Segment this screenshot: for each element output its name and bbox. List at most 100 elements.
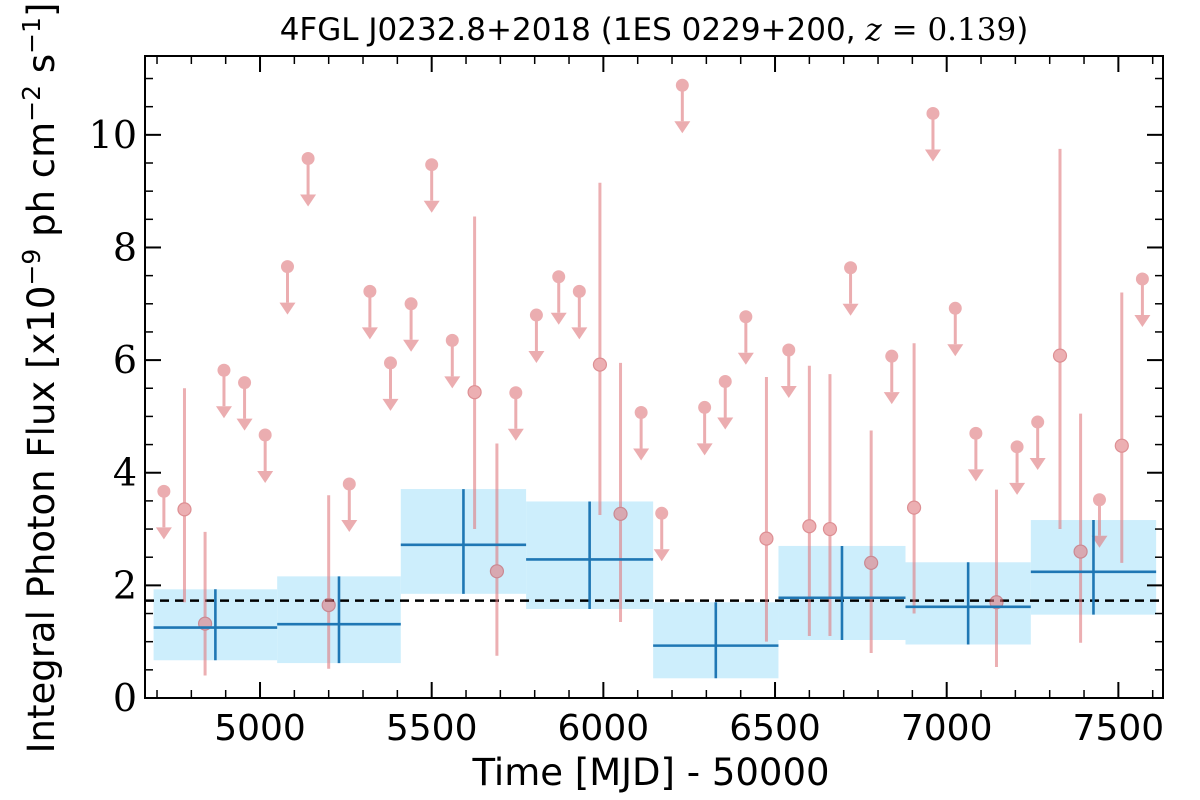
title-z-eq: = — [882, 12, 928, 48]
upper-limit-arrowhead — [528, 351, 545, 364]
upper-limit-25 — [924, 106, 941, 162]
upper-limit-24 — [883, 349, 900, 405]
upper-limit-9 — [403, 297, 420, 352]
detection-marker — [802, 519, 817, 534]
detection-marker — [864, 555, 879, 570]
y-tick-label-3: 6 — [113, 338, 137, 382]
upper-limit-18 — [674, 78, 691, 134]
detection-marker — [822, 521, 838, 537]
x-tick-label-5: 7500 — [1073, 708, 1165, 749]
upper-limit-marker — [698, 400, 712, 414]
ylabel-mid2: s — [20, 54, 63, 85]
detection-marker — [467, 385, 482, 400]
upper-limit-arrowhead — [696, 443, 713, 456]
upper-limit-marker — [363, 284, 377, 298]
upper-limit-15 — [571, 284, 588, 340]
detection-marker — [592, 357, 608, 372]
bin-cross-7 — [1030, 520, 1157, 615]
bin-cross-0 — [153, 589, 278, 661]
upper-limit-arrowhead — [403, 339, 420, 352]
y-tick-label-4: 8 — [113, 225, 137, 269]
upper-limit-marker — [404, 297, 418, 311]
ylabel-main: Integral Photon Flux [x10 — [20, 286, 63, 754]
upper-limit-3 — [257, 428, 274, 484]
upper-limit-marker — [926, 106, 940, 120]
detection-point-15 — [1114, 292, 1129, 563]
y-tick-label-5: 10 — [89, 113, 137, 157]
detection-point-5 — [592, 182, 608, 515]
upper-limit-29 — [1029, 415, 1046, 471]
chart-title: 4FGL J0232.8+2018 (1ES 0229+200, z = 0.1… — [280, 12, 1029, 48]
upper-limit-23 — [842, 261, 859, 316]
upper-limit-arrowhead — [780, 385, 797, 398]
upper-limit-0 — [155, 484, 172, 540]
upper-limit-marker — [1031, 415, 1045, 429]
upper-limit-arrowhead — [717, 417, 734, 430]
upper-limit-30 — [1091, 493, 1108, 548]
upper-limit-6 — [341, 477, 358, 532]
upper-limit-marker — [1010, 440, 1024, 454]
upper-limit-arrowhead — [674, 121, 691, 134]
upper-limit-marker — [342, 477, 356, 491]
ylabel-end: ] — [20, 3, 63, 17]
binned-flux-crosses — [153, 489, 1157, 679]
upper-limit-marker — [718, 375, 732, 389]
title-prefix: 4FGL J0232.8+2018 (1ES 0229+200, — [280, 12, 866, 48]
title-z-symbol: z — [864, 12, 882, 48]
upper-limit-12 — [507, 386, 524, 441]
upper-limit-arrowhead — [215, 406, 232, 419]
upper-limit-arrowhead — [361, 327, 378, 340]
upper-limit-10 — [423, 158, 440, 213]
upper-limit-marker — [1092, 493, 1106, 507]
upper-limit-marker — [782, 343, 796, 357]
title-suffix: ) — [1016, 12, 1028, 48]
upper-limit-arrowhead — [571, 327, 588, 340]
upper-limit-marker — [383, 356, 397, 370]
upper-limit-marker — [634, 405, 648, 419]
upper-limit-marker — [509, 386, 523, 400]
upper-limit-8 — [382, 356, 399, 411]
upper-limit-marker — [425, 158, 439, 172]
detection-point-3 — [467, 216, 482, 530]
monthly-detections — [177, 148, 1129, 676]
upper-limit-marker — [157, 484, 171, 498]
upper-limit-4 — [279, 260, 296, 315]
upper-limit-marker — [258, 428, 272, 442]
upper-limit-17 — [653, 506, 670, 562]
detection-point-6 — [613, 362, 628, 622]
y-axis-label: Integral Photon Flux [x10−9 ph cm−2 s−1] — [17, 3, 63, 754]
y-tick-label-2: 4 — [113, 451, 137, 495]
detection-marker — [613, 506, 628, 521]
plot-frame — [144, 55, 1164, 699]
detection-marker — [1052, 348, 1068, 363]
detection-marker — [1073, 544, 1088, 559]
upper-limit-arrowhead — [967, 469, 984, 482]
upper-limit-arrowhead — [423, 200, 440, 213]
monthly-upper-limits — [155, 78, 1151, 562]
detection-point-9 — [822, 374, 838, 637]
upper-limit-arrowhead — [155, 527, 172, 540]
upper-limit-27 — [967, 426, 984, 482]
binned-uncertainty-bands — [153, 489, 1157, 679]
upper-limit-arrowhead — [507, 428, 524, 441]
upper-limit-marker — [948, 301, 962, 315]
upper-limit-arrowhead — [444, 376, 461, 389]
upper-limit-marker — [655, 506, 669, 520]
bin-cross-4 — [653, 602, 779, 679]
bin-cross-5 — [778, 545, 906, 640]
detection-point-14 — [1073, 413, 1088, 643]
upper-limit-26 — [947, 301, 964, 357]
x-tick-label-0: 5000 — [214, 708, 306, 749]
upper-limit-arrowhead — [341, 520, 358, 532]
upper-limit-marker — [572, 284, 586, 298]
upper-limit-arrowhead — [737, 352, 754, 365]
x-tick-label-3: 6500 — [729, 708, 821, 749]
upper-limit-arrowhead — [1009, 482, 1026, 495]
detection-point-8 — [802, 365, 817, 637]
upper-limit-marker — [301, 151, 315, 165]
detection-marker — [906, 500, 922, 515]
upper-limit-1 — [215, 363, 232, 419]
detection-point-11 — [906, 343, 922, 614]
